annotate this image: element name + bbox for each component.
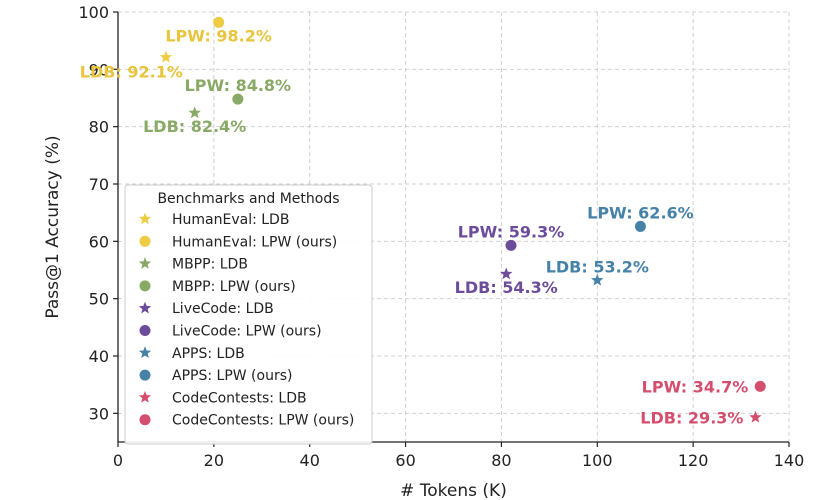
y-tick-label: 80: [89, 118, 109, 137]
legend-star-marker: [138, 346, 152, 359]
y-tick-label: 100: [78, 3, 109, 22]
legend-entry-label: LiveCode: LPW (ours): [172, 324, 322, 340]
y-tick-label: 70: [89, 175, 109, 194]
legend-entry-label: APPS: LDB: [172, 346, 245, 362]
legend-title: Benchmarks and Methods: [157, 191, 339, 207]
legend-star-marker: [138, 257, 152, 269]
legend-star-marker: [138, 390, 152, 403]
data-label: LPW: 34.7%: [642, 377, 749, 396]
data-points: [159, 16, 766, 423]
star-marker: [500, 267, 513, 280]
x-tick-label: 20: [204, 451, 224, 470]
legend-star-marker: [138, 212, 152, 225]
legend-items: HumanEval: LDB HumanEval: LPW (ours) MBPP:…: [138, 212, 354, 429]
data-label: LDB: 53.2%: [546, 257, 649, 276]
data-label: LDB: 29.3%: [640, 408, 743, 427]
legend-entry-label: APPS: LPW (ours): [172, 368, 292, 384]
legend-circle-marker: [139, 235, 151, 247]
y-tick-label: 60: [89, 232, 109, 251]
x-axis-label: # Tokens (K): [400, 481, 507, 500]
legend-star-marker: [138, 301, 152, 314]
x-tick-label: 100: [582, 451, 613, 470]
y-tick-label: 90: [89, 60, 109, 79]
x-tick-label: 0: [113, 451, 123, 470]
legend-circle-marker: [139, 325, 151, 336]
y-tick-label: 40: [89, 347, 109, 366]
circle-marker: [232, 93, 244, 105]
y-axis-label: Pass@1 Accuracy (%): [43, 135, 63, 318]
circle-marker: [754, 380, 766, 392]
data-labels: LDB: 92.1% LPW: 98.2% LDB: 82.4% LPW: 84.8%…: [80, 26, 748, 427]
star-marker: [159, 50, 173, 63]
legend-entry-label: CodeContests: LDB: [172, 390, 307, 406]
data-label: LPW: 98.2%: [165, 26, 272, 45]
legend: Benchmarks and Methods HumanEval: LDBHum…: [124, 184, 373, 445]
data-label: LPW: 59.3%: [458, 222, 565, 241]
x-tick-label: 140: [774, 451, 805, 470]
y-tick-label: 30: [89, 404, 109, 423]
legend-entry-label: MBPP: LDB: [172, 257, 248, 273]
legend-circle-marker: [139, 280, 151, 292]
x-tick-label: 120: [678, 451, 709, 470]
ticks: 0 20 40 60 80 100 120 140 30 40 50 60 70 80 90 100: [78, 3, 804, 470]
legend-box: [124, 184, 373, 445]
legend-entry-label: MBPP: LPW (ours): [172, 279, 296, 295]
x-tick-label: 40: [300, 451, 320, 470]
data-label: LPW: 62.6%: [587, 203, 694, 222]
data-label: LDB: 92.1%: [80, 62, 183, 81]
data-label: LPW: 84.8%: [185, 76, 292, 95]
legend-circle-marker: [139, 369, 151, 381]
x-tick-label: 60: [395, 451, 415, 470]
y-tick-label: 50: [89, 290, 109, 309]
x-tick-label: 80: [491, 451, 511, 470]
data-label: LDB: 82.4%: [143, 117, 246, 136]
circle-marker: [505, 239, 517, 251]
circle-marker: [634, 220, 646, 232]
star-marker: [591, 273, 604, 286]
legend-circle-marker: [139, 414, 151, 426]
circle-marker: [213, 16, 225, 28]
legend-entry-label: HumanEval: LPW (ours): [172, 234, 337, 250]
star-marker: [188, 106, 201, 119]
star-marker: [749, 410, 762, 423]
legend-entry-label: CodeContests: LPW (ours): [172, 413, 354, 429]
legend-entry-label: LiveCode: LDB: [172, 301, 274, 317]
legend-entry-label: HumanEval: LDB: [172, 212, 289, 228]
data-label: LDB: 54.3%: [455, 278, 558, 297]
